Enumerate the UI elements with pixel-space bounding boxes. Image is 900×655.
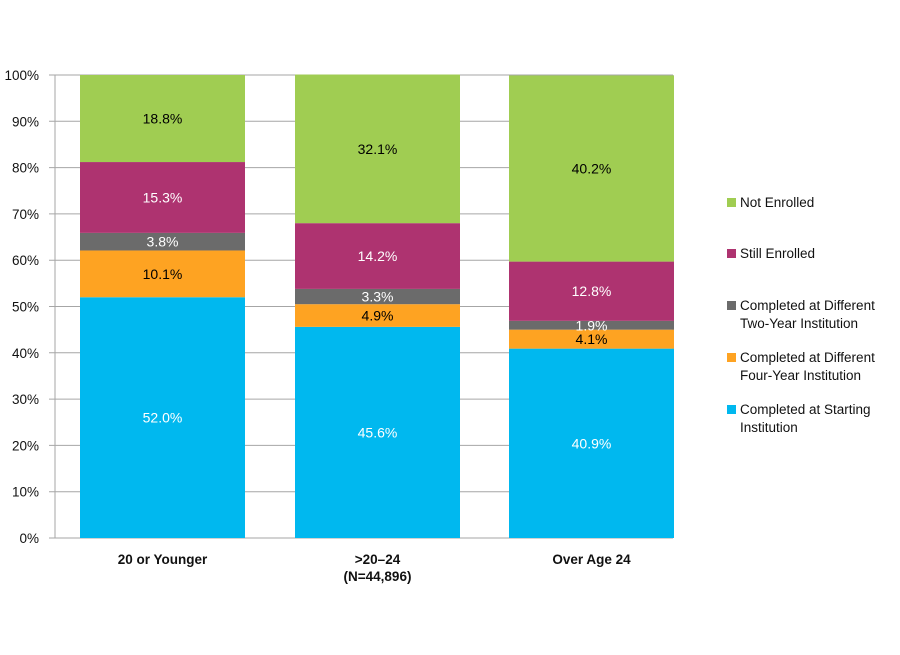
legend-item-starting: Completed at Starting Institution: [727, 401, 900, 437]
y-tick-label: 0%: [19, 531, 39, 546]
legend-label-line: Completed at Different: [740, 298, 875, 313]
x-category-label: 20 or Younger: [118, 552, 208, 567]
legend-swatch: [727, 301, 736, 310]
bar-segment: [80, 75, 245, 163]
y-tick-label: 70%: [12, 207, 39, 222]
y-tick-label: 80%: [12, 161, 39, 176]
y-tick-label: 60%: [12, 253, 39, 268]
legend-label: Not Enrolled: [740, 195, 815, 210]
x-category-label: Over Age 24: [552, 552, 631, 567]
data-label: 52.0%: [143, 410, 183, 426]
legend-swatch: [727, 405, 736, 414]
y-tick-label: 30%: [12, 392, 39, 407]
legend-label-line: Two-Year Institution: [740, 316, 859, 331]
legend-label: Completed at Starting Institution: [740, 401, 871, 437]
legend-item-two-year: Completed at Different Two-Year Instituti…: [727, 297, 900, 333]
bar-segment: [295, 74, 460, 224]
data-label: 1.9%: [576, 317, 608, 333]
data-label: 32.1%: [358, 141, 398, 157]
y-tick-label: 50%: [12, 300, 39, 315]
legend-swatch: [727, 198, 736, 207]
x-category-label: >20–24: [355, 552, 401, 567]
y-tick-label: 100%: [4, 68, 39, 83]
data-label: 10.1%: [143, 266, 183, 282]
data-label: 12.8%: [572, 283, 612, 299]
data-label: 3.3%: [362, 289, 394, 305]
data-label: 4.1%: [576, 331, 608, 347]
legend-label-line: Completed at Starting: [740, 402, 871, 417]
bar-segment: [80, 232, 245, 251]
bar-segment: [509, 320, 674, 330]
legend-item-not-enrolled: Not Enrolled: [727, 194, 900, 212]
y-tick-label: 20%: [12, 438, 39, 453]
y-tick-label: 40%: [12, 346, 39, 361]
data-label: 45.6%: [358, 424, 398, 440]
bar-segment: [509, 261, 674, 321]
data-label: 3.8%: [147, 234, 179, 250]
bar-segment: [509, 329, 674, 349]
bar-segment: [295, 288, 460, 305]
legend-label: Completed at Different Two-Year Instituti…: [740, 297, 875, 333]
legend-label-line: Completed at Different: [740, 350, 875, 365]
legend-swatch: [727, 353, 736, 362]
data-label: 40.2%: [572, 161, 612, 177]
bar-segment: [295, 223, 460, 289]
legend-item-four-year: Completed at Different Four-Year Institut…: [727, 349, 900, 385]
data-label: 14.2%: [358, 248, 398, 264]
bar-segment: [80, 297, 245, 538]
bar-segment: [295, 304, 460, 327]
legend-label: Completed at Different Four-Year Institut…: [740, 349, 875, 385]
y-tick-label: 90%: [12, 114, 39, 129]
data-label: 18.8%: [143, 111, 183, 127]
bar-segment: [509, 75, 674, 262]
bar-segment: [509, 348, 674, 538]
legend-item-still-enrolled: Still Enrolled: [727, 245, 900, 263]
legend-label-line: Four-Year Institution: [740, 368, 862, 383]
data-label: 40.9%: [572, 435, 612, 451]
y-tick-label: 10%: [12, 485, 39, 500]
bar-segment: [295, 326, 460, 538]
legend-label: Still Enrolled: [740, 246, 816, 261]
bar-segment: [80, 162, 245, 233]
data-label: 15.3%: [143, 189, 183, 205]
data-label: 4.9%: [362, 308, 394, 324]
x-category-sublabel: (N=44,896): [344, 569, 412, 584]
bar-segment: [80, 250, 245, 298]
legend-swatch: [727, 249, 736, 258]
legend-label-line: Institution: [740, 420, 798, 435]
